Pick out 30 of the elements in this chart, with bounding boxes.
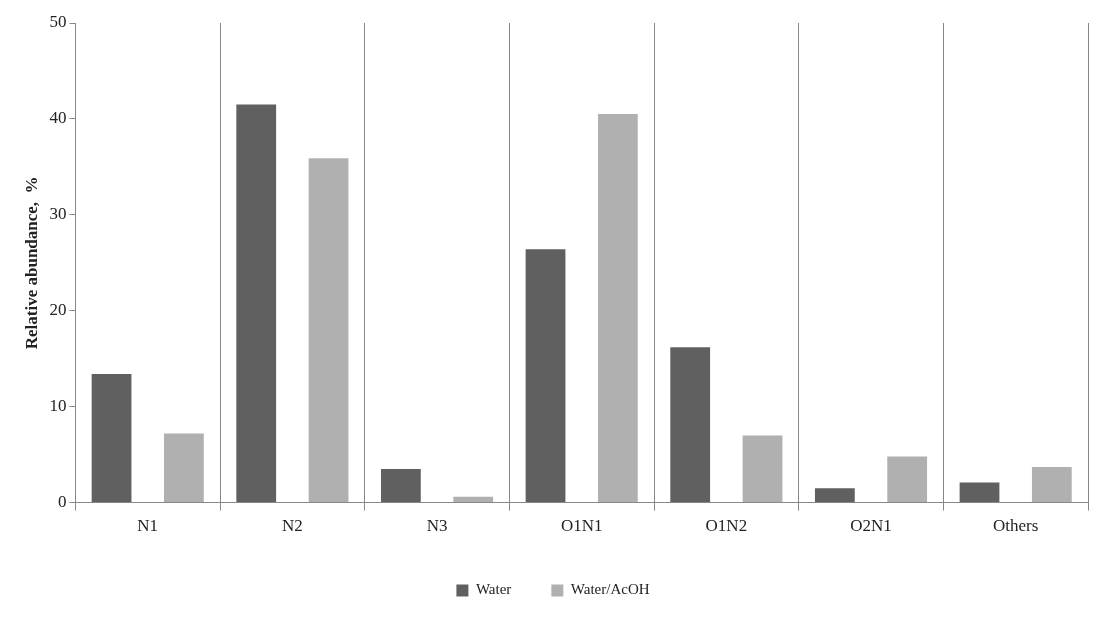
bar (742, 435, 783, 503)
y-tick-label: 10 (49, 396, 67, 416)
bar (1031, 467, 1072, 503)
x-tick-label: O1N2 (705, 516, 748, 536)
y-axis-title: Relative abundance, % (21, 176, 41, 350)
bar (380, 469, 421, 503)
bar (670, 347, 711, 503)
x-tick-label: O1N1 (560, 516, 603, 536)
x-tick-label: O2N1 (850, 516, 892, 536)
bar (887, 456, 928, 503)
bar (91, 374, 132, 503)
y-tick-label: 50 (49, 12, 67, 32)
y-tick-label: 40 (49, 108, 67, 128)
y-tick-label: 30 (49, 204, 67, 224)
bar (453, 496, 494, 503)
y-tick-label: 20 (49, 300, 67, 320)
x-tick-label: Others (993, 516, 1039, 536)
bar (164, 433, 204, 503)
bar (814, 488, 855, 503)
bar (308, 158, 349, 503)
x-tick-label: N2 (282, 516, 303, 536)
bar (597, 114, 638, 503)
y-tick-label: 0 (57, 492, 67, 512)
bar (525, 249, 566, 503)
legend-label: Water (475, 581, 512, 598)
legend-label: Water/AcOH (570, 581, 650, 598)
bar (959, 482, 1000, 503)
x-tick-label: N1 (137, 516, 159, 536)
bar (236, 104, 277, 503)
x-tick-label: N3 (426, 516, 448, 536)
